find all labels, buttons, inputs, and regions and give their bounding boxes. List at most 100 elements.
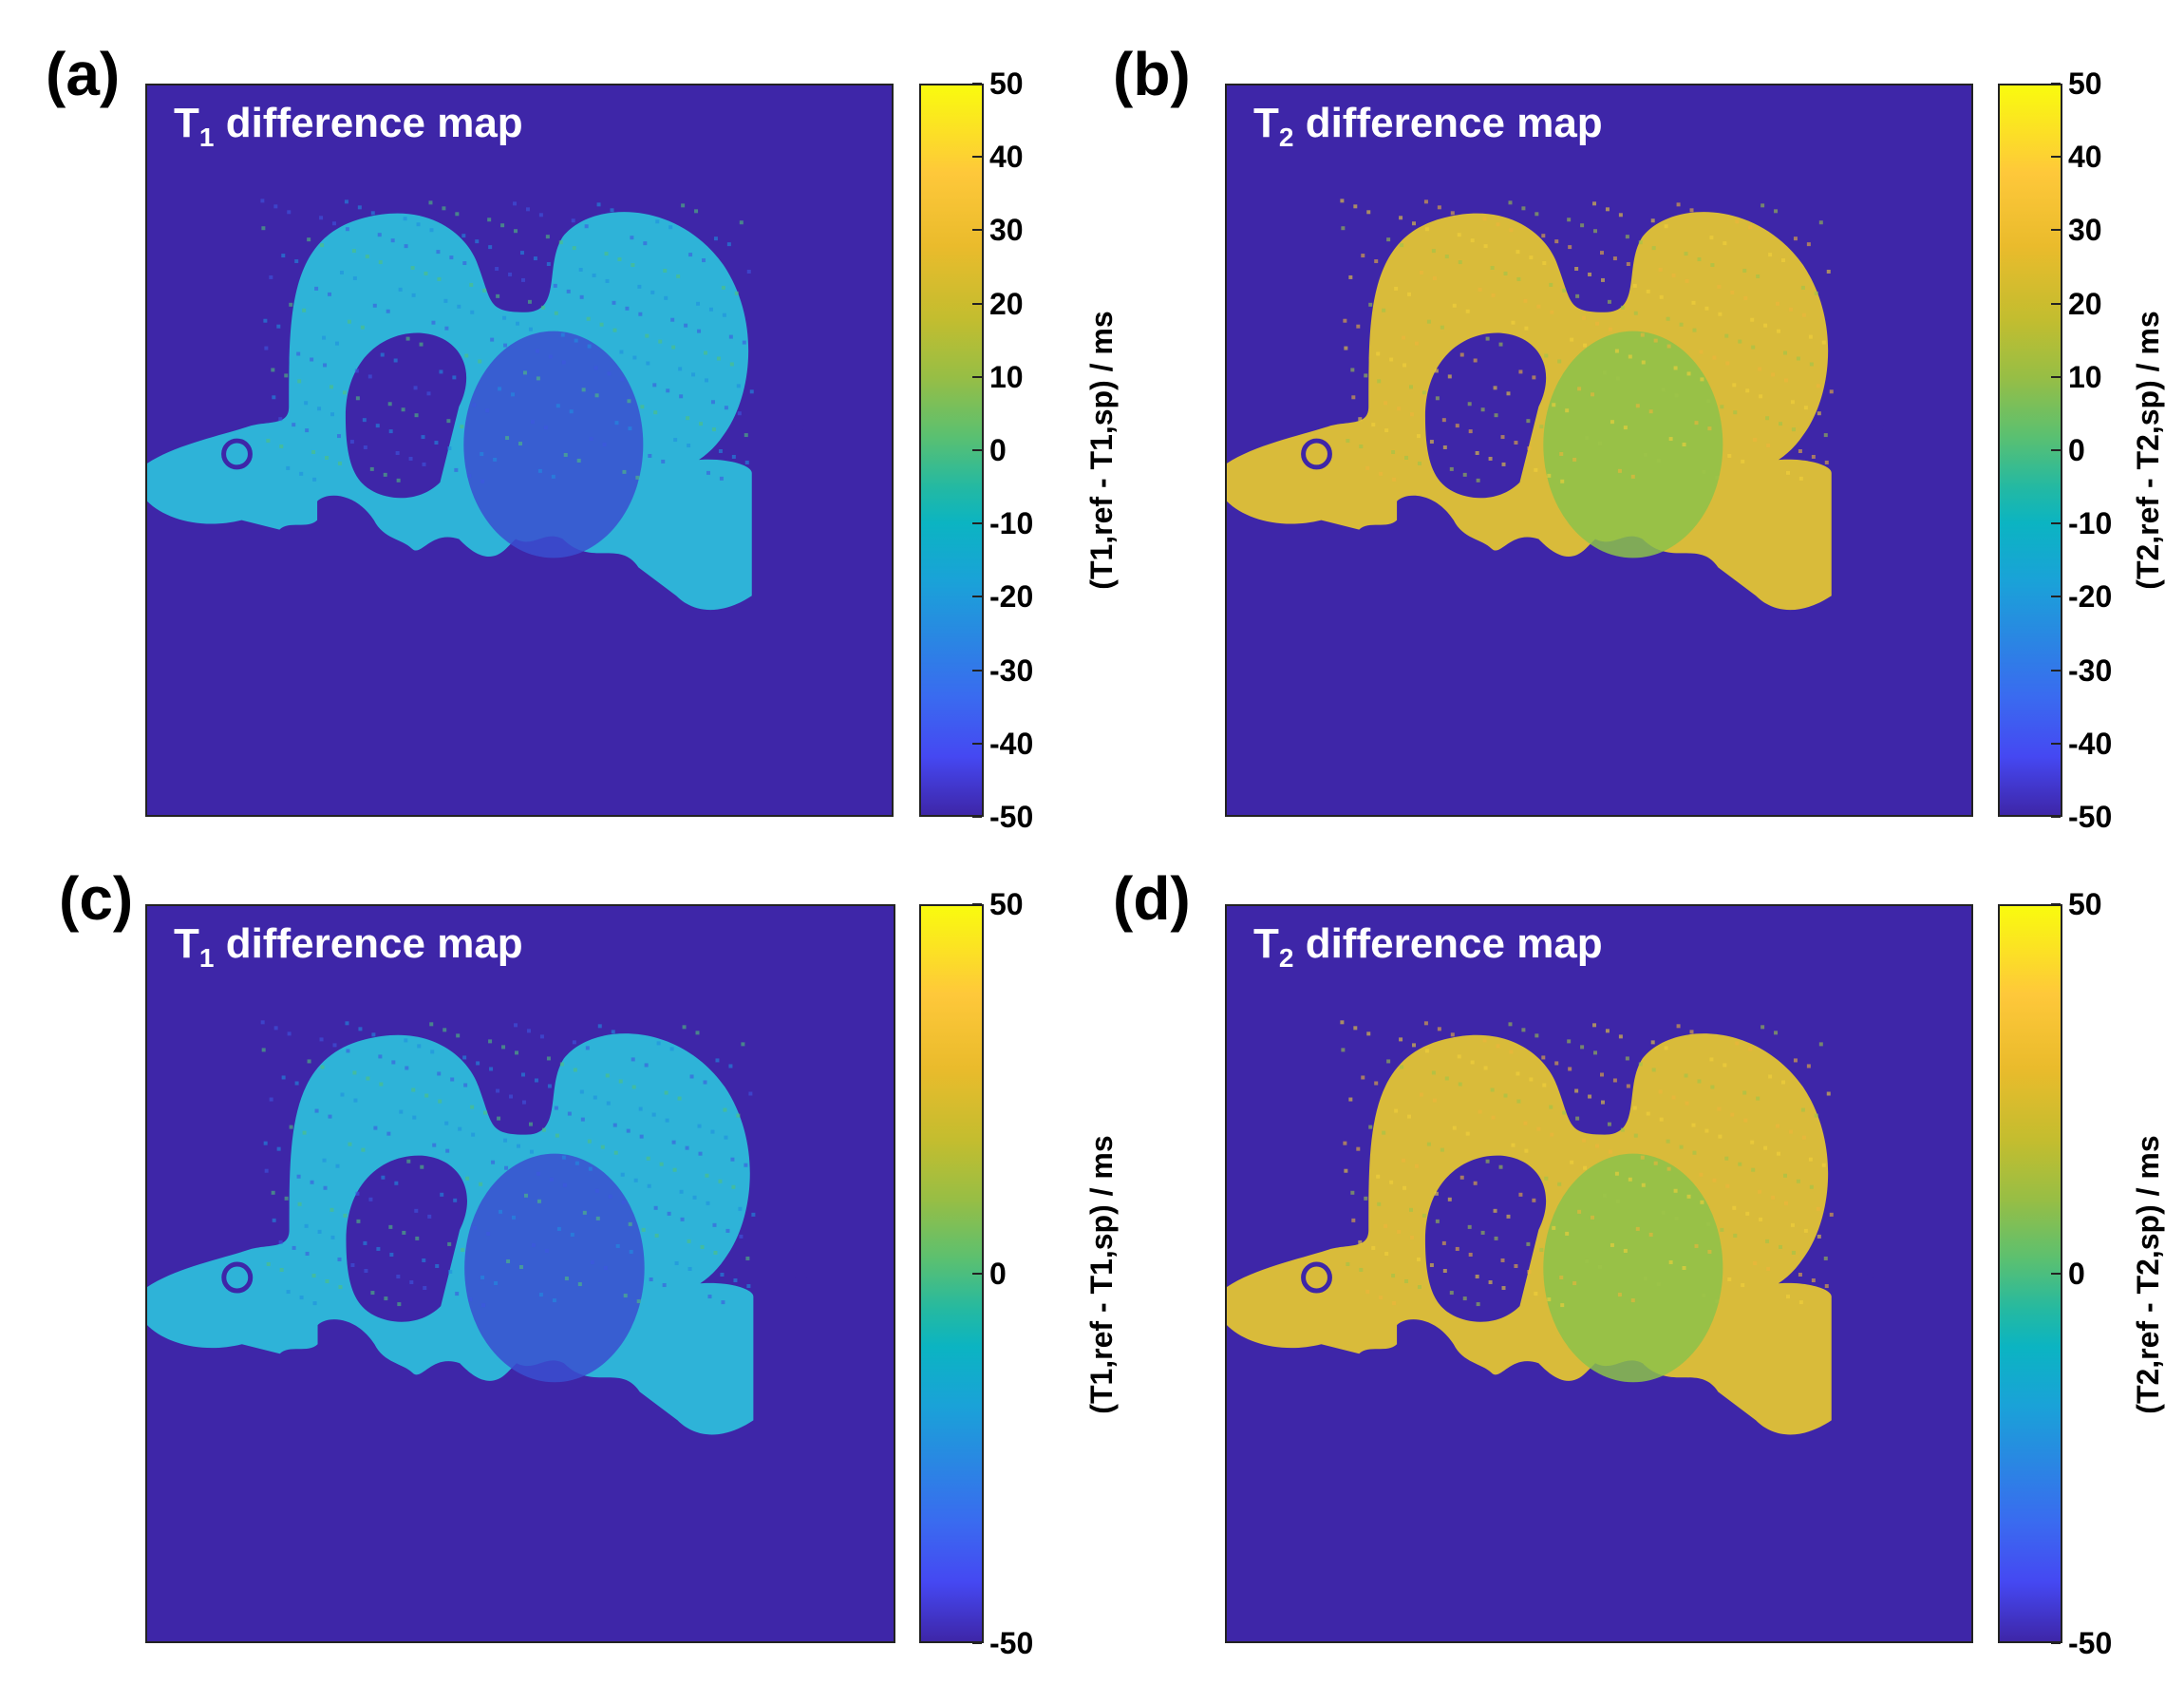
noise-pixel [1532, 375, 1536, 380]
noise-pixel [1643, 1277, 1647, 1281]
noise-pixel [1817, 1234, 1821, 1239]
noise-pixel [422, 1258, 426, 1262]
noise-pixel [1440, 1147, 1444, 1152]
noise-pixel [1547, 1297, 1552, 1302]
noise-pixel [1494, 413, 1498, 418]
noise-pixel [1608, 327, 1612, 331]
noise-pixel [424, 1093, 429, 1098]
noise-pixel [427, 1214, 432, 1219]
noise-pixel [273, 1026, 278, 1031]
noise-pixel [1478, 1109, 1482, 1114]
noise-pixel [723, 1107, 727, 1112]
noise-pixel [465, 1176, 470, 1181]
noise-pixel [411, 1088, 416, 1092]
noise-pixel [410, 266, 415, 270]
noise-pixel [539, 1034, 544, 1039]
noise-pixel [1574, 1088, 1579, 1093]
noise-pixel [1651, 246, 1656, 251]
noise-pixel [343, 1213, 348, 1218]
noise-pixel [383, 472, 387, 477]
noise-pixel [260, 1020, 265, 1025]
noise-pixel [276, 1146, 281, 1151]
noise-pixel [406, 1159, 411, 1164]
noise-pixel [482, 288, 487, 293]
noise-pixel [497, 1116, 501, 1121]
noise-pixel [1626, 262, 1630, 267]
colorbar-tick-mark [2051, 302, 2061, 305]
tissue-image [1227, 199, 1894, 611]
noise-pixel [1353, 1026, 1358, 1031]
noise-pixel [1400, 243, 1404, 248]
noise-pixel [1760, 203, 1765, 208]
noise-pixel [522, 370, 527, 375]
noise-pixel [1793, 237, 1798, 241]
noise-pixel [1694, 1243, 1699, 1248]
noise-pixel [528, 327, 533, 331]
noise-pixel [1565, 408, 1570, 413]
noise-pixel [592, 273, 596, 277]
heart-region [1543, 331, 1723, 558]
noise-pixel [1496, 222, 1500, 227]
noise-pixel [638, 1107, 643, 1111]
noise-pixel [429, 228, 434, 233]
noise-pixel [1648, 1232, 1653, 1237]
noise-pixel [1567, 1039, 1572, 1044]
noise-pixel [1364, 373, 1368, 378]
noise-pixel [1509, 228, 1514, 233]
noise-pixel [1720, 405, 1724, 409]
colorbar-tick-label: 0 [2068, 433, 2085, 467]
noise-pixel [1524, 326, 1529, 331]
noise-pixel [559, 1062, 564, 1067]
noise-pixel [1664, 1046, 1668, 1050]
noise-pixel [596, 202, 601, 207]
noise-pixel [417, 1044, 422, 1049]
noise-pixel [1591, 1215, 1595, 1220]
noise-pixel [292, 1245, 296, 1250]
noise-pixel [355, 1191, 360, 1196]
noise-pixel [505, 436, 510, 441]
noise-pixel [744, 433, 748, 438]
noise-pixel [1824, 460, 1829, 464]
noise-pixel [529, 1149, 534, 1154]
noise-pixel [1407, 1114, 1412, 1119]
noise-pixel [414, 413, 419, 418]
noise-pixel [640, 405, 645, 409]
noise-pixel [1346, 439, 1350, 444]
noise-pixel [1341, 226, 1346, 231]
noise-pixel [1575, 293, 1580, 298]
vessel-ring [784, 1247, 817, 1279]
noise-pixel [608, 1194, 612, 1199]
noise-pixel [1529, 1077, 1534, 1082]
colorbar-tick-mark [972, 449, 982, 451]
noise-pixel [607, 371, 612, 376]
noise-pixel [1630, 474, 1635, 479]
noise-pixel [1416, 434, 1421, 439]
tissue-shape [147, 1020, 817, 1435]
noise-pixel [1784, 1201, 1788, 1205]
noise-pixel [503, 343, 508, 348]
noise-pixel [1682, 1265, 1686, 1270]
noise-pixel [1572, 1281, 1577, 1286]
noise-pixel [1493, 386, 1497, 390]
noise-pixel [1450, 211, 1455, 216]
noise-pixel [1389, 1180, 1394, 1184]
noise-pixel [713, 237, 718, 241]
noise-pixel [739, 220, 744, 225]
noise-pixel [628, 426, 632, 431]
colorbar-d [1998, 904, 2062, 1643]
noise-pixel [739, 1234, 744, 1239]
noise-pixel [1826, 1091, 1831, 1096]
noise-pixel [1650, 1040, 1655, 1045]
noise-pixel [287, 210, 292, 215]
heart-region [463, 331, 644, 558]
noise-pixel [369, 466, 374, 471]
noise-pixel [668, 225, 673, 230]
noise-pixel [687, 1239, 691, 1243]
noise-pixel [1817, 411, 1821, 416]
noise-pixel [1661, 388, 1666, 392]
noise-pixel [1473, 358, 1478, 363]
noise-pixel [594, 1188, 599, 1193]
noise-pixel [1625, 235, 1629, 239]
noise-pixel [362, 418, 367, 423]
noise-pixel [501, 1045, 506, 1050]
